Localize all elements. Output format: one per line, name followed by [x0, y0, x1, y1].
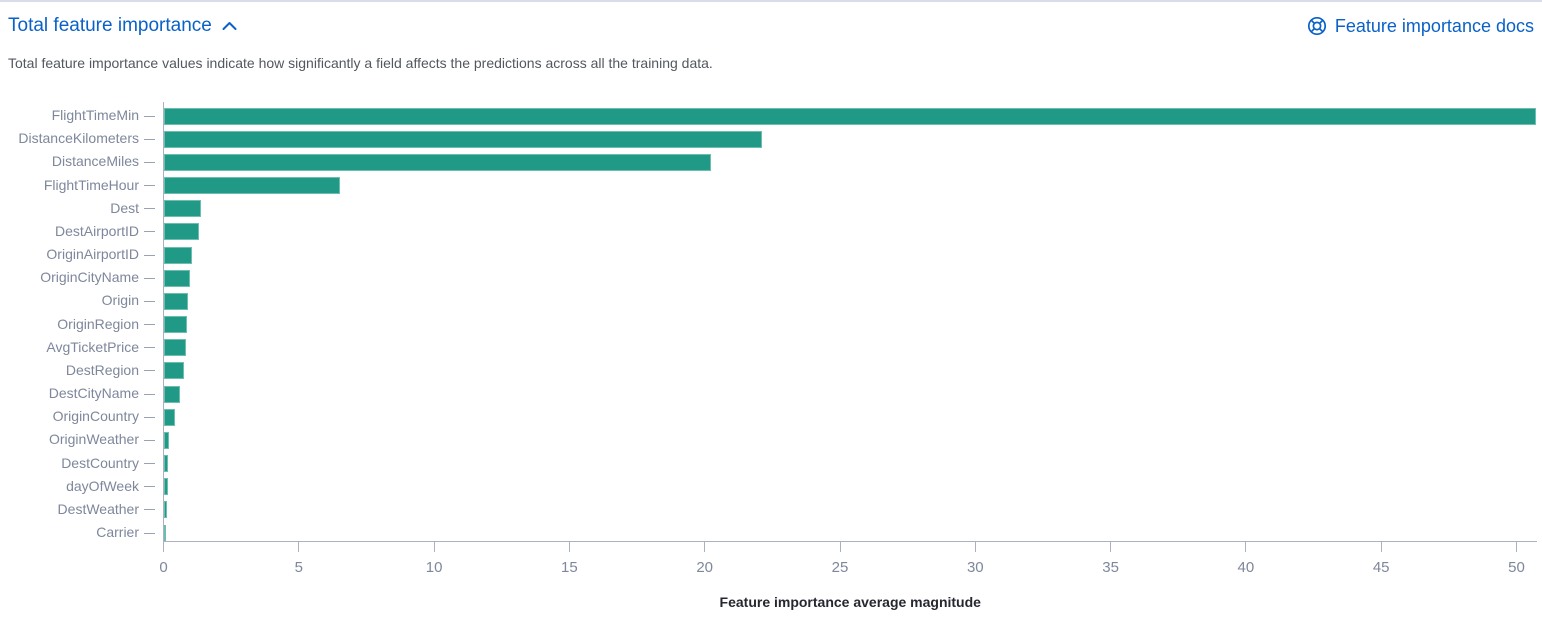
bar-DestCityName: [164, 385, 180, 403]
y-axis-label: OriginRegion: [57, 315, 139, 332]
y-axis-tick: [144, 509, 155, 511]
feature-importance-chart: Feature importance average magnitude Fli…: [0, 102, 1542, 618]
y-axis-label: OriginAirportID: [46, 246, 139, 263]
y-axis-label: DestRegion: [65, 361, 139, 378]
bar-AvgTicketPrice: [164, 339, 187, 357]
bar-DestRegion: [164, 362, 185, 380]
docs-link-label: Feature importance docs: [1334, 16, 1534, 36]
panel-title: Total feature importance: [8, 15, 212, 36]
y-axis-tick: [144, 254, 155, 256]
bar-FlightTimeMin: [164, 107, 1536, 125]
x-axis-tick: [1516, 541, 1517, 552]
y-axis-tick: [144, 439, 155, 441]
x-axis-tick: [1110, 541, 1112, 552]
bar-DestWeather: [164, 501, 167, 519]
chevron-up-icon: [222, 21, 237, 31]
x-axis-tick-label: 35: [1102, 559, 1119, 576]
x-axis-tick: [1245, 541, 1247, 552]
x-axis-line: [163, 541, 1537, 542]
y-axis-label: DistanceMiles: [51, 153, 139, 170]
x-axis-tick-label: 45: [1372, 559, 1390, 576]
help-lifebuoy-icon: [1307, 16, 1327, 36]
y-axis-label: OriginCountry: [52, 408, 139, 425]
x-axis-tick-label: 15: [561, 559, 578, 576]
y-axis-label: DestAirportID: [54, 222, 139, 239]
bar-OriginRegion: [164, 316, 187, 334]
x-axis-tick-label: 30: [966, 559, 984, 576]
bar-Dest: [164, 200, 201, 218]
y-axis-tick: [144, 370, 155, 372]
x-axis-tick-label: 5: [294, 559, 303, 576]
y-axis-tick: [144, 393, 155, 395]
y-axis-tick: [144, 115, 155, 117]
y-axis-tick: [144, 300, 155, 302]
y-axis-tick: [144, 532, 155, 534]
y-axis-label: dayOfWeek: [66, 477, 139, 494]
bar-DestCountry: [164, 455, 169, 473]
bar-DestAirportID: [164, 223, 200, 241]
x-axis-tick: [163, 541, 164, 552]
y-axis-label: FlightTimeHour: [43, 176, 139, 193]
y-axis-label: DestWeather: [57, 500, 139, 517]
y-axis-label: DestCityName: [48, 385, 139, 402]
y-axis-label: Carrier: [96, 524, 139, 541]
y-axis-line: [163, 102, 164, 542]
x-axis-tick: [1380, 541, 1382, 552]
x-axis-tick-label: 10: [425, 559, 443, 576]
x-axis-tick: [839, 541, 841, 552]
bar-Origin: [164, 292, 189, 310]
y-axis-tick: [144, 231, 155, 233]
x-axis-tick: [568, 541, 570, 552]
y-axis-label: DestCountry: [61, 454, 139, 471]
bar-dayOfWeek: [164, 478, 169, 496]
x-axis-tick-label: 0: [159, 559, 168, 576]
bar-OriginCityName: [164, 269, 190, 287]
bar-DistanceMiles: [164, 153, 711, 171]
y-axis-tick: [144, 208, 155, 210]
y-axis-label: OriginCityName: [40, 269, 139, 286]
y-axis-tick: [144, 277, 155, 279]
bar-DistanceKilometers: [164, 130, 763, 148]
x-axis-tick-label: 40: [1237, 559, 1255, 576]
x-axis-tick: [974, 541, 976, 552]
x-axis-title: Feature importance average magnitude: [719, 594, 981, 610]
total-feature-importance-toggle[interactable]: Total feature importance: [8, 14, 237, 38]
x-axis-tick: [704, 541, 706, 552]
y-axis-tick: [144, 486, 155, 488]
y-axis-tick: [144, 347, 155, 349]
y-axis-label: DistanceKilometers: [18, 130, 139, 147]
y-axis-label: Origin: [101, 292, 139, 309]
bar-Carrier: [164, 524, 166, 542]
y-axis-label: OriginWeather: [48, 431, 139, 448]
y-axis-label: AvgTicketPrice: [46, 338, 139, 355]
y-axis-label: Dest: [110, 199, 139, 216]
feature-importance-docs-link[interactable]: Feature importance docs: [1307, 14, 1534, 38]
bar-OriginWeather: [164, 431, 170, 449]
x-axis-tick: [298, 541, 300, 552]
bar-OriginAirportID: [164, 246, 193, 264]
y-axis-tick: [144, 463, 155, 465]
bar-FlightTimeHour: [164, 177, 340, 194]
y-axis-label: FlightTimeMin: [51, 107, 139, 123]
y-axis-tick: [144, 185, 155, 186]
panel-description: Total feature importance values indicate…: [8, 55, 713, 71]
y-axis-tick: [144, 324, 155, 326]
bar-OriginCountry: [164, 408, 175, 426]
panel-header: Total feature importance Feature importa…: [8, 14, 1534, 38]
x-axis-tick-label: 25: [831, 559, 849, 576]
y-axis-tick: [144, 161, 155, 163]
x-axis-tick-label: 20: [696, 559, 714, 576]
x-axis-tick: [433, 541, 435, 552]
y-axis-tick: [144, 138, 155, 140]
y-axis-tick: [144, 416, 155, 418]
x-axis-tick-label: 50: [1508, 559, 1525, 576]
